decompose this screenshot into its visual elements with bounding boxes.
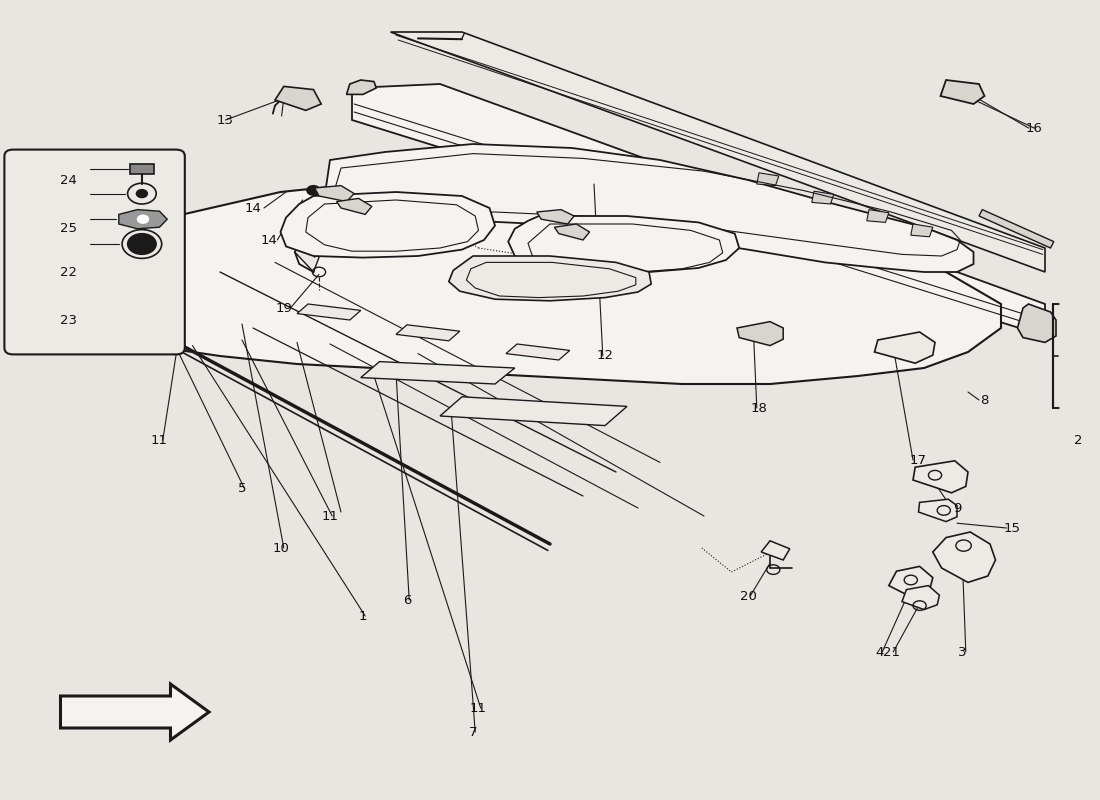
- Polygon shape: [390, 32, 1045, 272]
- Text: 12: 12: [596, 350, 614, 362]
- Polygon shape: [280, 192, 495, 258]
- Text: 5: 5: [238, 482, 246, 494]
- Polygon shape: [101, 194, 138, 216]
- Polygon shape: [757, 173, 779, 186]
- Text: 17: 17: [910, 454, 927, 466]
- Polygon shape: [68, 196, 182, 348]
- Text: 18: 18: [750, 402, 768, 414]
- Polygon shape: [506, 344, 570, 360]
- Text: 25: 25: [59, 222, 77, 234]
- Polygon shape: [812, 191, 834, 204]
- Polygon shape: [1018, 304, 1056, 342]
- Polygon shape: [60, 684, 209, 740]
- Polygon shape: [508, 216, 739, 272]
- Polygon shape: [889, 566, 933, 597]
- Text: 9: 9: [953, 502, 961, 514]
- Polygon shape: [902, 586, 939, 610]
- Polygon shape: [275, 86, 321, 110]
- Polygon shape: [911, 224, 933, 237]
- Polygon shape: [440, 397, 627, 426]
- Polygon shape: [315, 186, 354, 202]
- Polygon shape: [940, 80, 984, 104]
- Polygon shape: [119, 210, 167, 229]
- Text: 1: 1: [359, 610, 367, 622]
- Text: 20: 20: [739, 590, 757, 602]
- Polygon shape: [82, 180, 1001, 384]
- Text: 11: 11: [151, 434, 168, 446]
- Text: 8: 8: [980, 394, 989, 406]
- Text: 13: 13: [217, 114, 234, 126]
- Circle shape: [136, 190, 147, 198]
- Polygon shape: [337, 198, 372, 214]
- Text: 14: 14: [244, 202, 262, 214]
- Text: 19: 19: [275, 302, 293, 314]
- Polygon shape: [66, 240, 104, 320]
- Polygon shape: [867, 210, 889, 222]
- Text: 3: 3: [958, 646, 967, 658]
- Polygon shape: [913, 461, 968, 493]
- Circle shape: [138, 215, 148, 223]
- Polygon shape: [537, 210, 574, 224]
- Text: 11: 11: [321, 510, 339, 522]
- Polygon shape: [352, 84, 1045, 336]
- Text: 10: 10: [272, 542, 289, 554]
- Text: 22: 22: [59, 266, 77, 278]
- Polygon shape: [874, 332, 935, 363]
- FancyBboxPatch shape: [4, 150, 185, 354]
- Polygon shape: [737, 322, 783, 346]
- Text: 11: 11: [470, 702, 487, 714]
- Circle shape: [307, 186, 320, 195]
- Text: 14: 14: [261, 234, 278, 246]
- Text: 21: 21: [882, 646, 900, 658]
- Polygon shape: [918, 499, 957, 522]
- Polygon shape: [361, 362, 515, 384]
- Text: 23: 23: [59, 314, 77, 326]
- Polygon shape: [554, 224, 590, 240]
- Polygon shape: [979, 210, 1054, 248]
- Circle shape: [128, 234, 156, 254]
- Text: 4: 4: [876, 646, 884, 658]
- Polygon shape: [295, 144, 974, 272]
- Polygon shape: [130, 164, 154, 174]
- Text: 6: 6: [403, 594, 411, 606]
- Polygon shape: [297, 304, 361, 320]
- Text: 15: 15: [1003, 522, 1021, 534]
- Text: 24: 24: [59, 174, 77, 186]
- Polygon shape: [295, 228, 330, 272]
- Text: 7: 7: [469, 726, 477, 738]
- Polygon shape: [100, 220, 135, 240]
- Polygon shape: [449, 256, 651, 301]
- Text: 16: 16: [1025, 122, 1043, 134]
- Polygon shape: [761, 541, 790, 560]
- Polygon shape: [396, 325, 460, 341]
- Text: 2: 2: [1074, 434, 1082, 446]
- Polygon shape: [933, 532, 996, 582]
- Polygon shape: [346, 80, 376, 94]
